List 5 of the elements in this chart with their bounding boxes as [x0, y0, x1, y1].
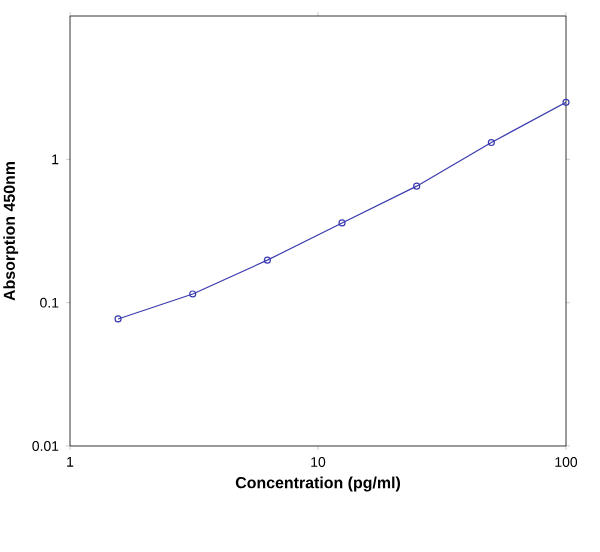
point	[487, 138, 495, 147]
point	[338, 219, 346, 227]
point	[189, 290, 197, 298]
point	[263, 256, 271, 264]
point	[413, 182, 421, 190]
